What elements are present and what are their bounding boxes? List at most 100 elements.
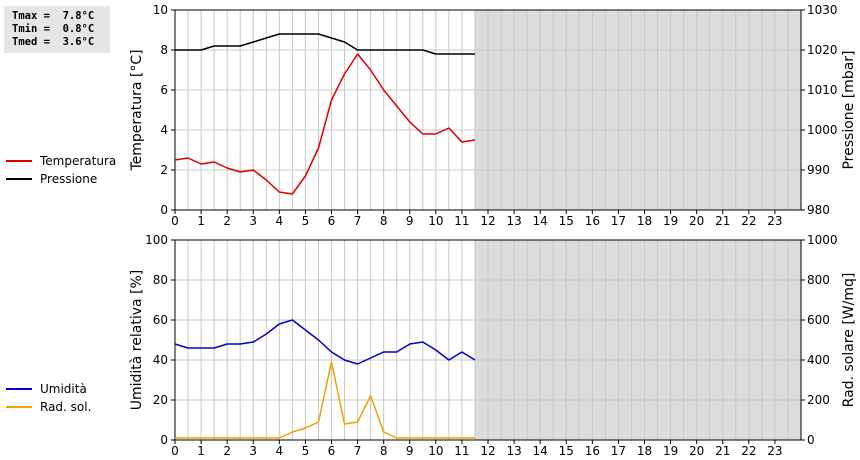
legend-swatch-rad-sol	[6, 406, 32, 408]
panel2-ytick-right-label: 1000	[807, 233, 838, 247]
panel2-ytick-right-label: 400	[807, 353, 830, 367]
panel2-xtick-label: 1	[197, 444, 205, 458]
panel2-xtick-label: 23	[767, 444, 782, 458]
panel1-xtick-label: 4	[276, 214, 284, 228]
panel2-xtick-label: 11	[454, 444, 469, 458]
panel1-xtick-label: 15	[559, 214, 574, 228]
panel1-xtick-label: 23	[767, 214, 782, 228]
panel2-series-rad-sol	[175, 361, 475, 439]
panel1-xtick-label: 8	[380, 214, 388, 228]
legend-label-pressione: Pressione	[40, 172, 98, 186]
panel2-xtick-label: 10	[428, 444, 443, 458]
panel2-xtick-label: 12	[480, 444, 495, 458]
panel2-ytick-left-label: 100	[145, 233, 168, 247]
legend-swatch-temperatura	[6, 160, 32, 162]
panel2-ytick-left-label: 20	[153, 393, 168, 407]
panel1-xtick-label: 20	[689, 214, 704, 228]
legend-label-rad-sol: Rad. sol.	[40, 400, 92, 414]
panel2-xtick-label: 15	[559, 444, 574, 458]
panel1-xtick-label: 22	[741, 214, 756, 228]
panel1-xtick-label: 17	[611, 214, 626, 228]
legend-swatch-pressione	[6, 178, 32, 180]
panel1-ytick-right-label: 990	[807, 163, 830, 177]
panel1-xtick-label: 11	[454, 214, 469, 228]
panel1-xtick-label: 18	[637, 214, 652, 228]
panel2-xtick-label: 21	[715, 444, 730, 458]
panel1-no-data-region	[474, 10, 801, 210]
panel1-xtick-label: 2	[223, 214, 231, 228]
panel2-xtick-label: 22	[741, 444, 756, 458]
panel2-ytick-right-label: 0	[807, 433, 815, 447]
panel1-ytick-right-label: 1010	[807, 83, 838, 97]
stat-tmax: Tmax = 7.8°C	[12, 10, 95, 22]
legend-top: Temperatura Pressione	[6, 152, 116, 188]
legend-bottom: Umidità Rad. sol.	[6, 380, 91, 416]
panel2-no-data-region	[474, 240, 801, 440]
panel2-ylabel-left: Umidità relativa [%]	[129, 270, 145, 411]
panel1-xtick-label: 16	[585, 214, 600, 228]
panel1-xtick-label: 14	[533, 214, 548, 228]
panel2-ytick-left-label: 60	[153, 313, 168, 327]
panel1-ylabel-right: Pressione [mbar]	[841, 50, 857, 169]
panel1-ytick-right-label: 980	[807, 203, 830, 217]
panel2-xtick-label: 5	[302, 444, 310, 458]
panel2-xtick-label: 6	[328, 444, 336, 458]
panel2-ytick-right-label: 800	[807, 273, 830, 287]
panel2-xtick-label: 0	[171, 444, 179, 458]
panel1-xtick-label: 3	[249, 214, 257, 228]
legend-item-temperatura: Temperatura	[6, 152, 116, 170]
panel1-ylabel-left: Temperatura [°C]	[129, 49, 145, 171]
panel1-xtick-label: 12	[480, 214, 495, 228]
panel2-xtick-label: 16	[585, 444, 600, 458]
panel2-ytick-left-label: 80	[153, 273, 168, 287]
stat-tmin: Tmin = 0.8°C	[12, 23, 95, 35]
stat-tmed: Tmed = 3.6°C	[12, 36, 95, 48]
panel1-xtick-label: 10	[428, 214, 443, 228]
panel1-ytick-left-label: 2	[160, 163, 168, 177]
legend-item-umidita: Umidità	[6, 380, 91, 398]
panel2-xtick-label: 3	[249, 444, 257, 458]
panel2-ytick-left-label: 0	[160, 433, 168, 447]
panel2-xtick-label: 7	[354, 444, 362, 458]
panel1-ytick-left-label: 6	[160, 83, 168, 97]
stats-box: Tmax = 7.8°C Tmin = 0.8°C Tmed = 3.6°C	[4, 6, 110, 53]
panel2-xtick-label: 19	[663, 444, 678, 458]
panel2-xtick-label: 13	[506, 444, 521, 458]
panel1-xtick-label: 21	[715, 214, 730, 228]
panel2-xtick-label: 14	[533, 444, 548, 458]
panel2-xtick-label: 8	[380, 444, 388, 458]
legend-label-temperatura: Temperatura	[40, 154, 117, 168]
legend-swatch-umidita	[6, 388, 32, 390]
panel1-series-pressione	[175, 33, 475, 55]
panel1-ytick-left-label: 0	[160, 203, 168, 217]
panel2-ylabel-right: Rad. solare [W/mq]	[841, 273, 857, 408]
panel2-xtick-label: 9	[406, 444, 414, 458]
panel1-ytick-right-label: 1030	[807, 3, 838, 17]
panel1-ytick-left-label: 8	[160, 43, 168, 57]
panel1-ytick-left-label: 10	[153, 3, 168, 17]
panel1-ytick-right-label: 1000	[807, 123, 838, 137]
panel1-ytick-right-label: 1020	[807, 43, 838, 57]
panel1-xtick-label: 6	[328, 214, 336, 228]
panel1-xtick-label: 9	[406, 214, 414, 228]
panel1-xtick-label: 7	[354, 214, 362, 228]
panel1-xtick-label: 0	[171, 214, 179, 228]
panel2-xtick-label: 20	[689, 444, 704, 458]
panel2-xtick-label: 2	[223, 444, 231, 458]
panel1-xtick-label: 19	[663, 214, 678, 228]
panel2-xtick-label: 17	[611, 444, 626, 458]
panel2-ytick-left-label: 40	[153, 353, 168, 367]
panel2-series-umidit	[174, 319, 476, 365]
panel2-ytick-right-label: 600	[807, 313, 830, 327]
panel1-xtick-label: 1	[197, 214, 205, 228]
panel2-xtick-label: 4	[276, 444, 284, 458]
panel1-ytick-left-label: 4	[160, 123, 168, 137]
panel1-xtick-label: 5	[302, 214, 310, 228]
panel2-ytick-right-label: 200	[807, 393, 830, 407]
legend-label-umidita: Umidità	[40, 382, 87, 396]
panel2-xtick-label: 18	[637, 444, 652, 458]
panel1-series-temperatura	[174, 53, 476, 195]
panel1-xtick-label: 13	[506, 214, 521, 228]
legend-item-rad-sol: Rad. sol.	[6, 398, 91, 416]
